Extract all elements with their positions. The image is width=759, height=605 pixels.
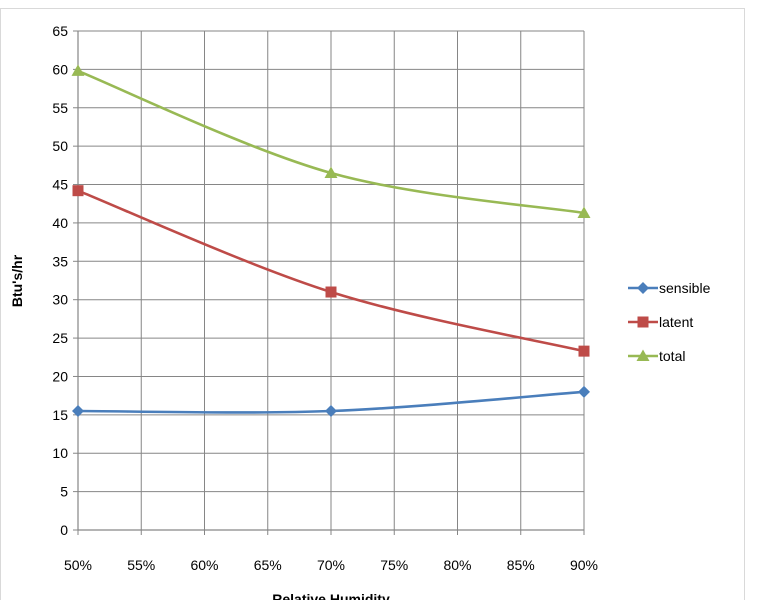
x-tick-label: 60% — [190, 557, 218, 573]
y-tick-label: 10 — [52, 445, 68, 461]
y-tick-label: 25 — [52, 330, 68, 346]
data-point-sensible — [72, 405, 84, 418]
data-point-latent — [325, 286, 337, 298]
y-axis-title: Btu's/hr — [9, 254, 25, 307]
data-point-latent — [578, 345, 590, 357]
y-tick-label: 60 — [52, 61, 68, 77]
y-tick-label: 55 — [52, 100, 68, 116]
series-lines — [71, 64, 591, 418]
y-tick-label: 30 — [52, 292, 68, 308]
legend-marker-total — [636, 349, 650, 361]
x-tick-label: 65% — [254, 557, 282, 573]
y-tick-label: 50 — [52, 138, 68, 154]
legend-label-total: total — [659, 348, 685, 364]
data-point-sensible — [325, 405, 337, 418]
data-point-total — [577, 206, 591, 218]
x-tick-label: 85% — [507, 557, 535, 573]
y-tick-label: 35 — [52, 253, 68, 269]
y-tick-label: 5 — [60, 484, 68, 500]
data-point-total — [71, 64, 85, 76]
y-tick-label: 15 — [52, 407, 68, 423]
x-tick-label: 80% — [443, 557, 471, 573]
x-axis-title: Relative Humidity — [272, 591, 390, 600]
y-tick-label: 0 — [60, 522, 68, 538]
legend-marker-sensible — [637, 282, 649, 294]
legend-marker-latent — [637, 316, 649, 328]
gridlines — [77, 30, 585, 531]
data-point-sensible — [578, 385, 590, 398]
x-tick-label: 90% — [570, 557, 598, 573]
data-point-total — [324, 166, 338, 179]
x-tick-label: 70% — [317, 557, 345, 573]
legend: sensible latent total — [628, 280, 711, 364]
x-tick-label: 75% — [380, 557, 408, 573]
y-tick-label: 40 — [52, 215, 68, 231]
legend-label-sensible: sensible — [659, 280, 711, 296]
y-tick-label: 20 — [52, 368, 68, 384]
data-point-latent — [72, 185, 84, 197]
axes: 0 5 10 15 20 25 30 35 40 45 50 55 60 65 50% 55% 60% 65% 70… — [52, 23, 598, 573]
y-tick-label: 65 — [52, 23, 68, 39]
x-tick-label: 50% — [64, 557, 92, 573]
legend-label-latent: latent — [659, 314, 693, 330]
y-tick-label: 45 — [52, 177, 68, 193]
x-tick-label: 55% — [127, 557, 155, 573]
